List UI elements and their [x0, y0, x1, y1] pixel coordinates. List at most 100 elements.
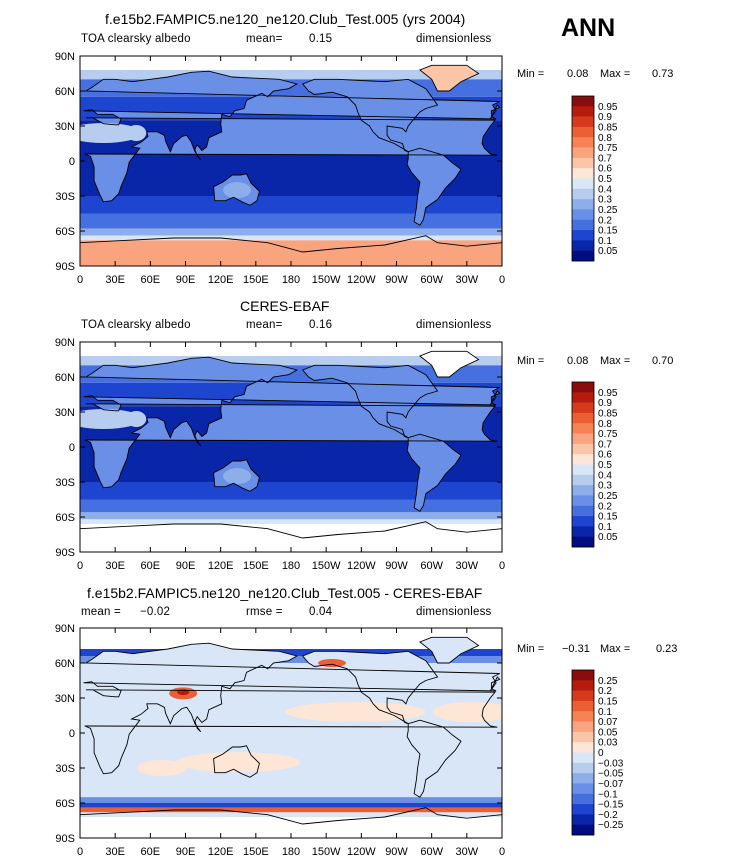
colorbar-swatch: [572, 199, 594, 210]
colorbar-label: 0.2: [598, 501, 612, 512]
colorbar-swatch: [572, 680, 594, 691]
lon-tick-label: 60E: [141, 560, 161, 572]
panel-3-rmse-value: 0.04: [309, 606, 333, 618]
panel-1-min-value: 0.08: [567, 68, 589, 80]
colorbar-label: 0.05: [598, 532, 618, 543]
colorbar-swatch: [572, 536, 594, 548]
colorbar-label: 0.07: [598, 717, 618, 728]
colorbar-swatch: [572, 700, 594, 712]
panel-1-mean-value: 0.15: [309, 33, 333, 45]
lon-tick-label: 180: [282, 846, 300, 858]
colorbar-swatch: [572, 474, 594, 486]
panel-2-units: dimensionless: [416, 319, 492, 331]
colorbar-label: 0.95: [598, 102, 618, 113]
lon-tick-label: 150W: [312, 560, 341, 572]
panel-2-max-label: Max =: [600, 355, 631, 367]
lat-tick-label: 60N: [55, 86, 75, 98]
lon-tick-label: 60W: [420, 846, 443, 858]
lat-tick-label: 60S: [55, 512, 75, 524]
colorbar-swatch: [572, 178, 594, 190]
colorbar-swatch: [572, 116, 594, 128]
colorbar-label: −0.2: [598, 810, 618, 821]
colorbar-swatch: [572, 433, 594, 445]
lon-tick-label: 180: [282, 274, 300, 286]
colorbar-swatch: [572, 106, 594, 117]
lat-tick-label: 30N: [55, 407, 75, 419]
colorbar-swatch: [572, 168, 594, 179]
panel-3-mean-label: mean =: [81, 606, 121, 618]
lon-tick-label: 0: [77, 846, 83, 858]
colorbar-label: 0.75: [598, 143, 618, 154]
panel-3-units: dimensionless: [416, 606, 492, 618]
colorbar-swatch: [572, 230, 594, 241]
lon-tick-label: 120E: [208, 560, 234, 572]
colorbar-swatch: [572, 454, 594, 465]
lon-tick-label: 90E: [176, 560, 196, 572]
colorbar-label: 0.25: [598, 676, 618, 687]
colorbar-label: 0.1: [598, 236, 612, 247]
colorbar-label: 0.85: [598, 408, 618, 419]
lat-tick-label: 60N: [55, 658, 75, 670]
lat-tick-label: 90N: [55, 51, 75, 63]
colorbar-label: 0.6: [598, 450, 612, 461]
colorbar-swatch: [572, 219, 594, 231]
colorbar-swatch: [572, 402, 594, 414]
colorbar-label: 0.7: [598, 153, 612, 164]
lon-tick-label: 90E: [176, 274, 196, 286]
colorbar-label: 0.5: [598, 460, 612, 471]
colorbar-label: 0.2: [598, 215, 612, 226]
colorbar-swatch: [572, 793, 594, 805]
colorbar-swatch: [572, 670, 594, 681]
colorbar-label: 0.3: [598, 481, 612, 492]
colorbar-swatch: [572, 209, 594, 221]
colorbar-label: 0.05: [598, 727, 618, 738]
colorbar-label: 0.6: [598, 164, 612, 175]
colorbar-swatch: [572, 742, 594, 753]
lon-tick-label: 30W: [456, 846, 479, 858]
lon-tick-label: 90E: [176, 846, 196, 858]
lon-tick-label: 150E: [243, 560, 269, 572]
colorbar-label: 0.1: [598, 707, 612, 718]
colorbar-label: 0.8: [598, 419, 612, 430]
lon-tick-label: 90W: [385, 274, 408, 286]
colorbar-label: −0.03: [598, 758, 624, 769]
colorbar-label: −0.1: [598, 789, 618, 800]
colorbar-label: 0.4: [598, 184, 612, 195]
lat-tick-label: 0: [69, 728, 75, 740]
colorbar-label: 0.05: [598, 246, 618, 257]
colorbar-swatch: [572, 505, 594, 517]
colorbar-label: 0.9: [598, 398, 612, 409]
colorbar-label: −0.07: [598, 779, 624, 790]
colorbar-swatch: [572, 814, 594, 825]
colorbar-label: 0.85: [598, 122, 618, 133]
colorbar-label: 0.15: [598, 512, 618, 523]
colorbar-label: 0.5: [598, 174, 612, 185]
colorbar-swatch: [572, 443, 594, 455]
colorbar-label: 0.2: [598, 686, 612, 697]
colorbar-swatch: [572, 382, 594, 393]
colorbar-swatch: [572, 126, 594, 138]
colorbar-swatch: [572, 464, 594, 476]
panel-1-max-value: 0.73: [652, 68, 674, 80]
colorbar-swatch: [572, 495, 594, 507]
lon-tick-label: 90W: [385, 846, 408, 858]
colorbar-label: 0.15: [598, 226, 618, 237]
lon-tick-label: 150W: [312, 274, 341, 286]
lon-tick-label: 0: [77, 274, 83, 286]
lon-tick-label: 30W: [456, 274, 479, 286]
lon-tick-label: 30E: [105, 846, 125, 858]
colorbar-swatch: [572, 96, 594, 107]
colorbar-swatch: [572, 137, 594, 148]
lat-tick-label: 90N: [55, 337, 75, 349]
colorbar-label: 0.15: [598, 696, 618, 707]
panel-2-variable-label: TOA clearsky albedo: [81, 319, 191, 331]
colorbar-swatch: [572, 731, 594, 743]
lon-tick-label: 60E: [141, 846, 161, 858]
panel-3-max-value: 0.23: [656, 643, 678, 655]
colorbar-swatch: [572, 423, 594, 434]
panel-2-min-label: Min =: [517, 355, 545, 367]
panel-2-title: CERES-EBAF: [240, 298, 330, 314]
